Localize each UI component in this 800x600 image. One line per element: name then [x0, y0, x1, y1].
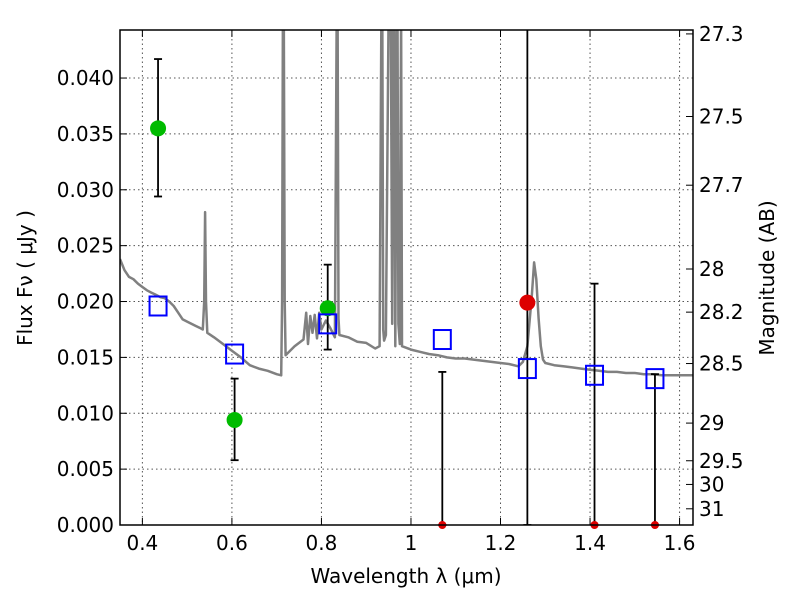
grid [120, 30, 693, 525]
detection-point [226, 411, 243, 428]
x-tick-label: 1.6 [664, 531, 696, 555]
y-tick-label: 0.010 [57, 401, 114, 425]
magnitude-tick-label: 31 [699, 497, 724, 521]
y-tick-label: 0.005 [57, 457, 114, 481]
red-point-errorbar [523, 30, 532, 525]
model-photometry-square [517, 358, 537, 380]
x-tick-label: 1.2 [485, 531, 517, 555]
detection-point [319, 300, 336, 317]
x-tick-label: 1.4 [574, 531, 606, 555]
magnitude-tick-label: 28.2 [699, 300, 744, 324]
magnitude-tick-label: 27.7 [699, 173, 744, 197]
data-layer [120, 30, 693, 525]
magnitude-tick-label: 29 [699, 411, 724, 435]
magnitude-tick-label: 27.3 [699, 22, 744, 46]
y-tick-label: 0.020 [57, 290, 114, 314]
y-axis-label-left: Flux Fν ( μJy ) [13, 210, 37, 346]
magnitude-tick-label: 28.5 [699, 352, 744, 376]
x-tick-label: 0.4 [126, 531, 158, 555]
x-tick-label: 0.8 [306, 531, 338, 555]
model-photometry-square [645, 368, 665, 390]
model-photometry-square [432, 329, 452, 351]
model-photometry-square [318, 313, 338, 335]
x-axis-label: Wavelength λ (μm) [310, 564, 501, 588]
x-tick-label: 0.6 [216, 531, 248, 555]
y-tick-label: 0.040 [57, 66, 114, 90]
model-photometry-square [585, 364, 605, 386]
magnitude-tick-label: 30 [699, 472, 724, 496]
model-photometry-square [225, 343, 245, 365]
y-tick-label: 0.000 [57, 513, 114, 537]
magnitude-tick-label: 28 [699, 257, 724, 281]
plot-frame [119, 29, 694, 526]
axes: 0.4 0.6 0.8 1 1.2 1.4 1.6 0.000 0.005 0.010 0.015 0… [57, 22, 744, 555]
model-photometry-square [148, 295, 168, 317]
detection-point [150, 120, 167, 137]
y-tick-label: 0.030 [57, 178, 114, 202]
magnitude-tick-label: 27.5 [699, 104, 744, 128]
y-tick-label: 0.035 [57, 122, 114, 146]
y-axis-label-right: Magnitude (AB) [755, 200, 779, 355]
plot-background [120, 30, 693, 525]
y-tick-label: 0.015 [57, 345, 114, 369]
red-photometry-point [519, 294, 536, 311]
sed-template-line [120, 30, 693, 377]
magnitude-tick-label: 29.5 [699, 449, 744, 473]
x-tick-label: 1 [405, 531, 418, 555]
y-tick-label: 0.025 [57, 234, 114, 258]
